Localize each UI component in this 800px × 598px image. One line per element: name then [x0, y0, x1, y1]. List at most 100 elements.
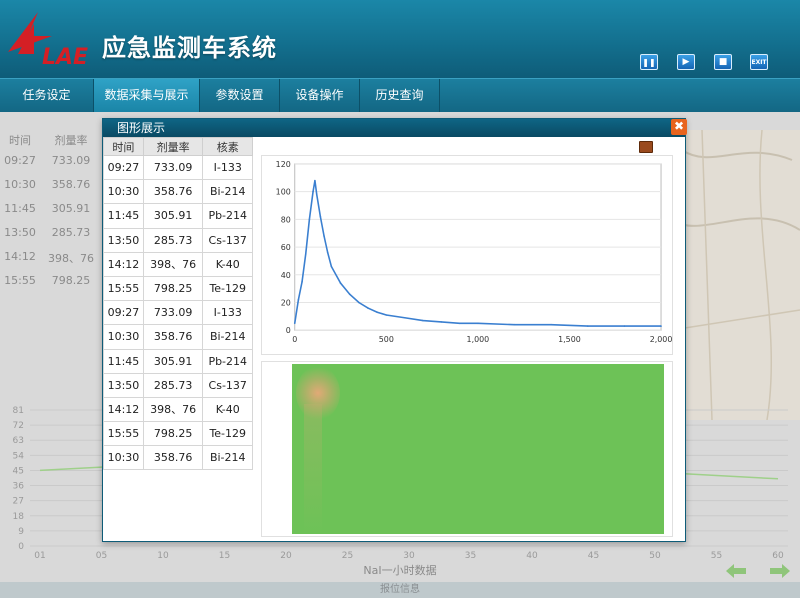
table-row[interactable]: 14:12 398、76 K-40 — [103, 396, 253, 423]
x-tick-label: 25 — [342, 551, 353, 561]
modal-title: 图形展示 — [103, 119, 685, 137]
cell-nuclide: Cs-137 — [202, 227, 253, 253]
column-header-dose: 剂量率 — [142, 137, 204, 156]
exit-button[interactable]: EXIT — [750, 54, 768, 70]
background-table-row: 13:50 285.73 — [0, 226, 102, 250]
table-row[interactable]: 09:27 733.09 I-133 — [103, 300, 253, 326]
cell-nuclide: Cs-137 — [202, 372, 253, 398]
background-table-row: 09:27 733.09 — [0, 154, 102, 178]
next-arrow-icon[interactable] — [770, 564, 790, 578]
heatmap-panel — [261, 361, 673, 537]
background-table-header: 时间 剂量率 — [0, 132, 102, 154]
stop-button[interactable]: ■ — [714, 54, 732, 70]
cell-nuclide: Te-129 — [202, 421, 253, 447]
bg-cell-dose: 285.73 — [51, 226, 91, 239]
cell-time: 09:27 — [103, 154, 144, 181]
x-tick-label: 1,500 — [558, 335, 581, 344]
table-row[interactable]: 13:50 285.73 Cs-137 — [103, 227, 253, 253]
spectrum-point — [301, 280, 303, 283]
spectrum-point — [323, 235, 325, 237]
bg-cell-time: 09:27 — [4, 154, 36, 167]
heatmap — [292, 364, 664, 534]
stop-icon: ■ — [718, 57, 728, 67]
cell-time: 13:50 — [103, 227, 144, 253]
bg-cell-time: 11:45 — [4, 202, 36, 215]
cell-dose: 398、76 — [142, 396, 204, 423]
spectrum-point — [623, 325, 626, 327]
x-tick-label: 35 — [465, 551, 476, 561]
cell-time: 10:30 — [103, 324, 144, 350]
play-button[interactable]: ▶ — [677, 54, 695, 70]
table-row[interactable]: 15:55 798.25 Te-129 — [103, 275, 253, 302]
cell-nuclide: I-133 — [202, 300, 253, 326]
x-tick-label: 60 — [772, 551, 784, 561]
app-title: 应急监测车系统 — [102, 34, 277, 62]
y-tick-label: 0 — [286, 326, 291, 335]
pause-button[interactable]: ❚❚ — [640, 54, 658, 70]
export-icon[interactable] — [639, 141, 653, 153]
cell-time: 10:30 — [103, 179, 144, 205]
y-tick-label: 80 — [281, 215, 291, 224]
cell-time: 15:55 — [103, 275, 144, 302]
table-row[interactable]: 11:45 305.91 Pb-214 — [103, 203, 253, 229]
cell-time: 14:12 — [103, 251, 144, 277]
tab-parameters[interactable]: 参数设置 — [200, 79, 280, 113]
cell-dose: 358.76 — [142, 179, 204, 205]
y-tick-label: 81 — [13, 406, 24, 416]
cell-nuclide: Bi-214 — [202, 445, 253, 471]
background-table: 时间 剂量率 09:27 733.09 10:30 358.76 11:45 305.91… — [0, 132, 102, 298]
y-tick-label: 20 — [281, 298, 291, 307]
cell-time: 11:45 — [103, 203, 144, 229]
spectrum-point — [403, 316, 406, 319]
y-tick-label: 120 — [276, 160, 291, 169]
y-tick-label: 63 — [13, 436, 24, 446]
cell-dose: 305.91 — [142, 203, 204, 229]
tab-device-ops[interactable]: 设备操作 — [280, 79, 360, 113]
table-row[interactable]: 10:30 358.76 Bi-214 — [103, 179, 253, 205]
y-tick-label: 27 — [13, 497, 24, 507]
tab-task-setting[interactable]: 任务设定 — [0, 79, 94, 113]
cell-time: 14:12 — [103, 396, 144, 423]
x-axis-label: NaI一小时数据 — [363, 563, 436, 577]
pause-icon: ❚❚ — [642, 57, 656, 67]
prev-arrow-icon[interactable] — [726, 564, 746, 578]
close-button[interactable]: ✖ — [671, 119, 687, 135]
y-tick-label: 40 — [281, 271, 291, 280]
spectrum-point — [660, 325, 662, 327]
cell-dose: 358.76 — [142, 445, 204, 471]
background-table-row: 10:30 358.76 — [0, 178, 102, 202]
table-row[interactable]: 11:45 305.91 Pb-214 — [103, 348, 253, 374]
logo-text: LAE — [42, 45, 88, 70]
column-header-time: 时间 — [103, 137, 144, 156]
cell-dose: 285.73 — [142, 227, 204, 253]
background-table-row: 11:45 305.91 — [0, 202, 102, 226]
table-row[interactable]: 14:12 398、76 K-40 — [103, 251, 253, 277]
cell-dose: 358.76 — [142, 324, 204, 350]
cell-nuclide: K-40 — [202, 396, 253, 423]
table-row[interactable]: 10:30 358.76 Bi-214 — [103, 324, 253, 350]
x-tick-label: 55 — [711, 551, 722, 561]
y-tick-label: 54 — [13, 451, 25, 461]
bg-header-time: 时间 — [9, 134, 31, 147]
tab-history[interactable]: 历史查询 — [360, 79, 440, 113]
cell-nuclide: Bi-214 — [202, 179, 253, 205]
table-row[interactable]: 13:50 285.73 Cs-137 — [103, 372, 253, 398]
cell-nuclide: Te-129 — [202, 275, 253, 302]
bg-cell-dose: 358.76 — [51, 178, 91, 191]
y-tick-label: 36 — [13, 482, 25, 492]
table-row[interactable]: 10:30 358.76 Bi-214 — [103, 445, 253, 471]
cell-nuclide: Pb-214 — [202, 348, 253, 374]
table-header-row: 时间 剂量率 核素 — [103, 137, 253, 156]
x-tick-label: 500 — [379, 335, 394, 344]
spectrum-point — [358, 301, 360, 304]
table-row[interactable]: 15:55 798.25 Te-129 — [103, 421, 253, 447]
background-map — [672, 130, 800, 420]
spectrum-point — [308, 218, 311, 221]
app-header: LAE 应急监测车系统 ❚❚ ▶ ■ EXIT — [0, 0, 800, 78]
table-row[interactable]: 09:27 733.09 I-133 — [103, 154, 253, 181]
background-table-row: 15:55 798.25 — [0, 274, 102, 298]
tab-data-collection[interactable]: 数据采集与展示 — [94, 79, 200, 113]
spectrum-series-line — [293, 180, 662, 327]
exit-icon: EXIT — [751, 58, 767, 66]
bg-cell-dose: 305.91 — [51, 202, 91, 215]
